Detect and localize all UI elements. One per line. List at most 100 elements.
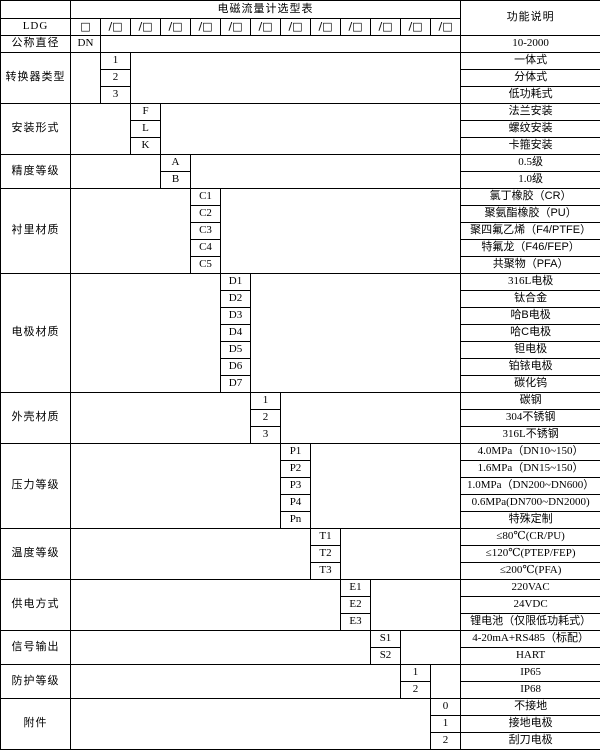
- description-cell-8-2: ≤200℃(PFA): [461, 563, 600, 580]
- code-cell-2-1: L: [131, 121, 161, 138]
- description-cell-12-2: 刮刀电极: [461, 733, 600, 750]
- row-filler-left: [71, 444, 281, 461]
- code-cell-5-0: D1: [221, 274, 251, 291]
- row-filler-right: [131, 70, 461, 87]
- row-filler-right: [371, 580, 461, 597]
- category-label-7: 压力等级: [1, 444, 71, 529]
- code-cell-9-2: E3: [341, 614, 371, 631]
- description-cell-4-2: 聚四氟乙烯（F4/PTFE）: [461, 223, 600, 240]
- description-cell-4-3: 特氟龙（F46/FEP）: [461, 240, 600, 257]
- code-cell-9-1: E2: [341, 597, 371, 614]
- row-filler-right: [251, 308, 461, 325]
- code-cell-6-0: 1: [251, 393, 281, 410]
- row-filler-left: [71, 546, 311, 563]
- row-filler-left: [71, 257, 191, 274]
- code-cell-11-0: 1: [401, 665, 431, 682]
- table-row: C5 共聚物（PFA）: [1, 257, 600, 274]
- row-filler-right: [101, 36, 461, 53]
- row-filler-right: [131, 53, 461, 70]
- row-filler-right: [221, 240, 461, 257]
- description-cell-7-2: 1.0MPa（DN200~DN600）: [461, 478, 600, 495]
- row-filler-right: [251, 376, 461, 393]
- row-filler-right: [401, 631, 461, 648]
- description-cell-6-1: 304不锈钢: [461, 410, 600, 427]
- category-label-3: 精度等级: [1, 155, 71, 189]
- code-cell-10-0: S1: [371, 631, 401, 648]
- description-cell-1-1: 分体式: [461, 70, 600, 87]
- row-filler-left: [71, 376, 221, 393]
- code-cell-5-6: D7: [221, 376, 251, 393]
- category-label-4: 衬里材质: [1, 189, 71, 274]
- code-box-slash-4: /□: [191, 19, 221, 36]
- code-box-slash-6: /□: [251, 19, 281, 36]
- description-cell-0-0: 10-2000: [461, 36, 600, 53]
- description-cell-4-1: 聚氨酯橡胶（PU）: [461, 206, 600, 223]
- description-cell-5-0: 316L电极: [461, 274, 600, 291]
- code-box-0: □: [71, 19, 101, 36]
- description-cell-10-0: 4-20mA+RS485（标配）: [461, 631, 600, 648]
- row-filler-right: [251, 359, 461, 376]
- description-cell-2-1: 螺纹安装: [461, 121, 600, 138]
- code-box-slash-9: /□: [341, 19, 371, 36]
- row-filler-left: [71, 614, 341, 631]
- row-filler-right: [371, 614, 461, 631]
- category-label-5: 电极材质: [1, 274, 71, 393]
- category-label-2: 安装形式: [1, 104, 71, 155]
- row-filler-right: [191, 155, 461, 172]
- description-cell-8-0: ≤80℃(CR/PU): [461, 529, 600, 546]
- row-filler-left: [71, 104, 131, 121]
- description-cell-1-2: 低功耗式: [461, 87, 600, 104]
- row-filler-right: [431, 665, 461, 682]
- table-row: T2≤120℃(PTEP/FEP): [1, 546, 600, 563]
- description-cell-2-2: 卡箍安装: [461, 138, 600, 155]
- description-cell-4-4: 共聚物（PFA）: [461, 257, 600, 274]
- row-filler-left: [71, 223, 191, 240]
- row-filler-right: [131, 87, 461, 104]
- row-filler-right: [281, 410, 461, 427]
- code-cell-8-1: T2: [311, 546, 341, 563]
- row-filler-left: [71, 342, 221, 359]
- row-filler-left: [71, 495, 281, 512]
- row-filler-left: [71, 699, 431, 716]
- row-filler-right: [281, 427, 461, 444]
- row-filler-left: [71, 172, 161, 189]
- code-cell-0-0: DN: [71, 36, 101, 53]
- description-cell-7-4: 特殊定制: [461, 512, 600, 529]
- code-cell-4-0: C1: [191, 189, 221, 206]
- code-cell-4-4: C5: [191, 257, 221, 274]
- row-filler-right: [341, 563, 461, 580]
- row-filler-right: [251, 274, 461, 291]
- category-label-12: 附件: [1, 699, 71, 750]
- code-cell-5-5: D6: [221, 359, 251, 376]
- description-cell-5-2: 哈B电极: [461, 308, 600, 325]
- code-cell-9-0: E1: [341, 580, 371, 597]
- row-filler-left: [71, 325, 221, 342]
- row-filler-right: [221, 257, 461, 274]
- code-cell-5-4: D5: [221, 342, 251, 359]
- row-filler-right: [161, 121, 461, 138]
- description-cell-5-3: 哈C电极: [461, 325, 600, 342]
- table-row: L 螺纹安装: [1, 121, 600, 138]
- description-cell-9-1: 24VDC: [461, 597, 600, 614]
- row-filler-left: [71, 291, 221, 308]
- row-filler-left: [71, 563, 311, 580]
- code-box-slash-10: /□: [371, 19, 401, 36]
- code-box-slash-5: /□: [221, 19, 251, 36]
- category-label-1: 转换器类型: [1, 53, 71, 104]
